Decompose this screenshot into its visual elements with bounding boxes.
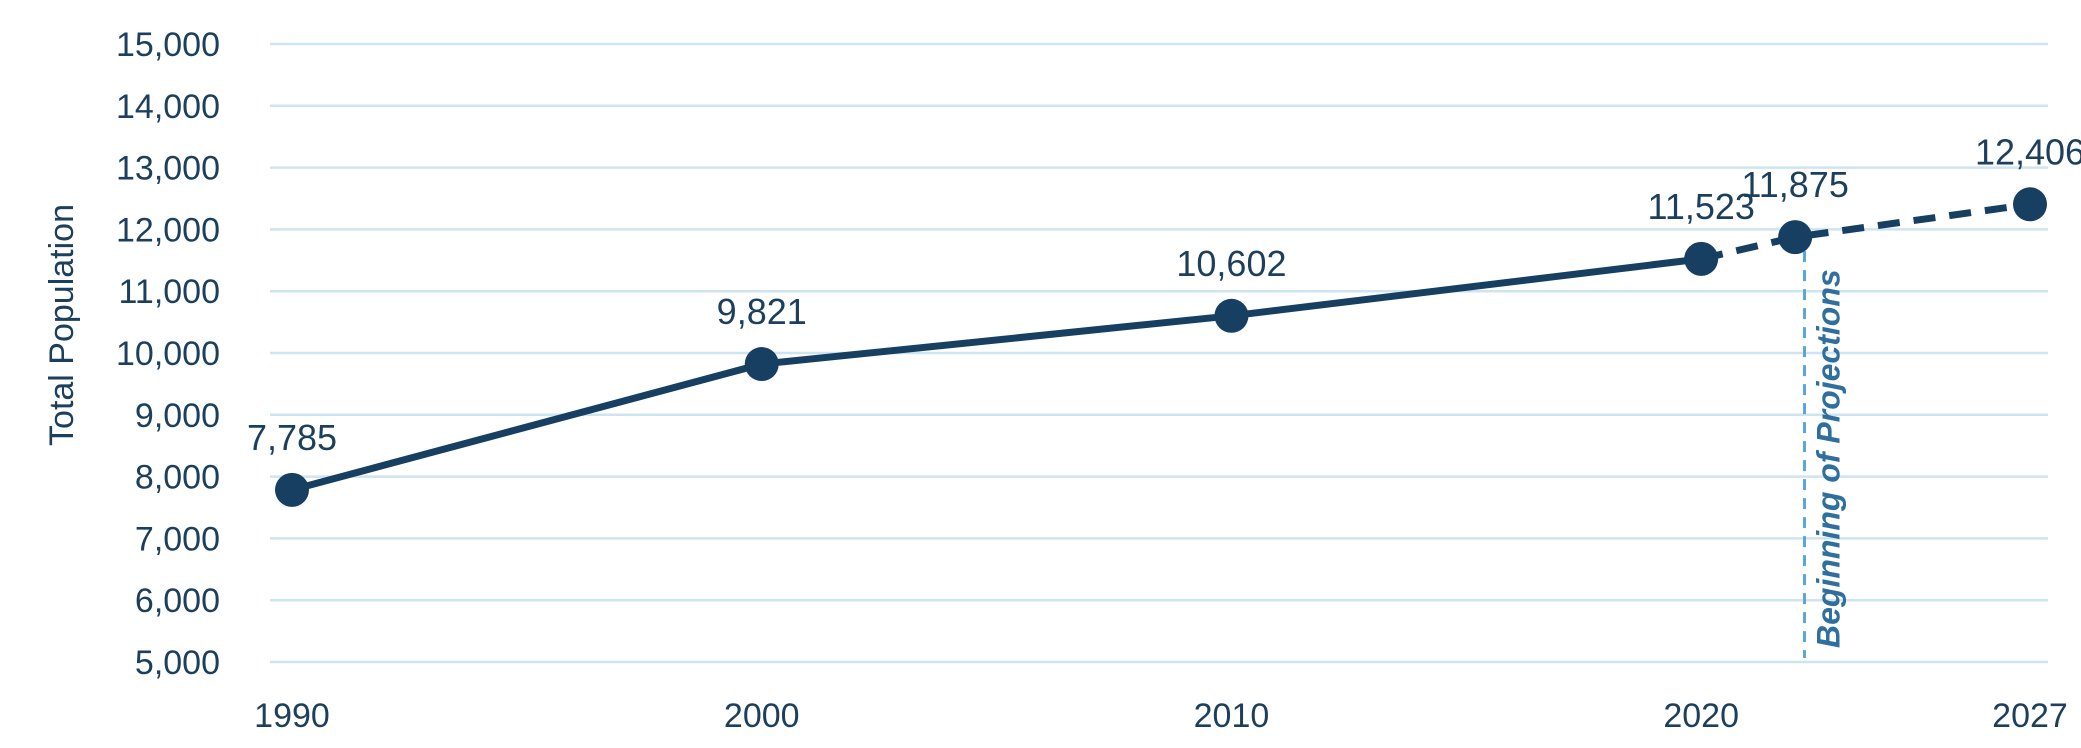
markers-layer <box>275 187 2047 507</box>
y-tick-label: 10,000 <box>116 335 220 373</box>
data-point-2000 <box>744 347 779 382</box>
y-tick-label: 8,000 <box>135 459 220 497</box>
data-point-1990 <box>275 472 309 507</box>
y-tick-label: 9,000 <box>135 397 220 435</box>
x-tick-label: 1990 <box>254 697 330 735</box>
data-label-2027: 12,406 <box>1975 131 2081 172</box>
data-label-2010: 10,602 <box>1176 243 1286 284</box>
data-label-2020: 11,523 <box>1647 186 1754 227</box>
x-tick-label: 2010 <box>1194 697 1270 735</box>
x-tick-label: 2020 <box>1663 697 1739 735</box>
y-ticks-layer: 5,000 6,000 7,000 8,000 9,000 10,000 11,000 12,… <box>116 26 220 682</box>
annotation-layer: Beginning of Projections <box>1803 251 1847 658</box>
y-tick-label: 5,000 <box>135 644 220 682</box>
data-label-2000: 9,821 <box>717 291 807 332</box>
data-point-2010 <box>1214 298 1249 333</box>
data-label-2022: 11,875 <box>1741 164 1848 205</box>
y-tick-label: 15,000 <box>116 26 220 64</box>
projection-annotation-label: Beginning of Projections <box>1811 269 1847 648</box>
y-tick-label: 11,000 <box>119 273 220 311</box>
data-point-2022 <box>1778 220 1813 255</box>
x-tick-label: 2027 <box>1992 697 2068 735</box>
data-point-2020 <box>1684 241 1719 276</box>
data-point-2027 <box>2013 187 2047 222</box>
y-axis-title: Total Population <box>43 204 81 446</box>
series-layer <box>288 200 2031 494</box>
series-line-historical <box>288 255 1705 494</box>
y-tick-label: 12,000 <box>116 211 220 249</box>
y-tick-label: 13,000 <box>116 150 220 188</box>
y-tick-label: 14,000 <box>116 88 220 126</box>
data-label-1990: 7,785 <box>247 417 337 458</box>
y-tick-label: 6,000 <box>135 582 220 620</box>
x-tick-label: 2000 <box>724 697 800 735</box>
series-line-projected <box>1700 200 2031 263</box>
grid-layer <box>270 42 2048 664</box>
x-ticks-layer: 1990 2000 2010 2020 2027 <box>254 697 2068 735</box>
y-tick-label: 7,000 <box>135 520 220 558</box>
